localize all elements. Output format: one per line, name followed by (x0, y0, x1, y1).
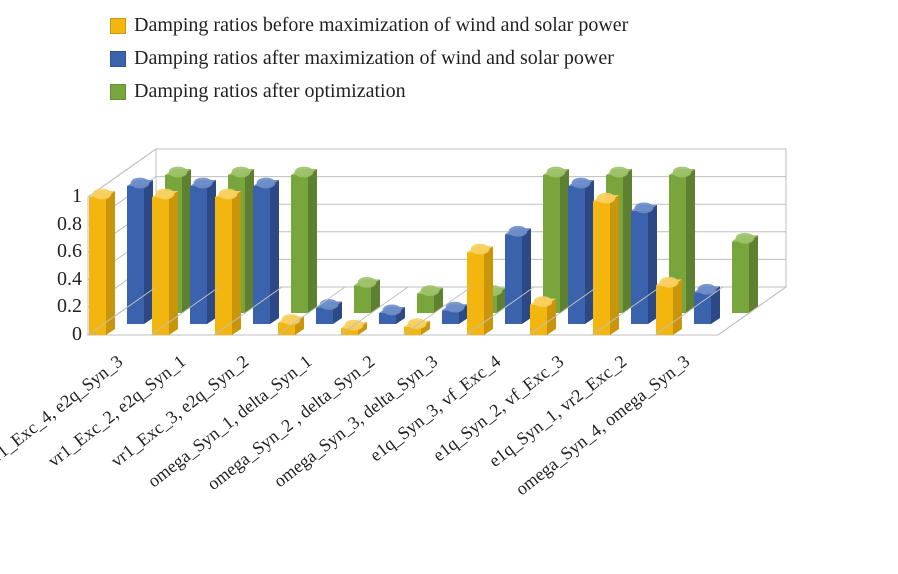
legend: Damping ratios before maximization of wi… (110, 14, 628, 113)
chart-area: vr1_Exc_4, e2q_Syn_3vr1_Exc_2, e2q_Syn_1… (0, 130, 898, 570)
y-tick-label: 1 (38, 185, 82, 208)
legend-swatch-before (110, 18, 126, 34)
legend-item: Damping ratios before maximization of wi… (110, 14, 628, 37)
y-tick-label: 0.2 (38, 295, 82, 318)
y-tick-label: 0.6 (38, 240, 82, 263)
bar-chart-3d (0, 130, 898, 570)
legend-item: Damping ratios after optimization (110, 80, 628, 103)
y-tick-label: 0 (38, 323, 82, 346)
y-tick-label: 0.8 (38, 213, 82, 236)
legend-label: Damping ratios after optimization (134, 80, 406, 103)
y-tick-label: 0.4 (38, 268, 82, 291)
legend-label: Damping ratios before maximization of wi… (134, 14, 628, 37)
legend-item: Damping ratios after maximization of win… (110, 47, 628, 70)
legend-swatch-optimized (110, 84, 126, 100)
legend-swatch-after (110, 51, 126, 67)
legend-label: Damping ratios after maximization of win… (134, 47, 614, 70)
